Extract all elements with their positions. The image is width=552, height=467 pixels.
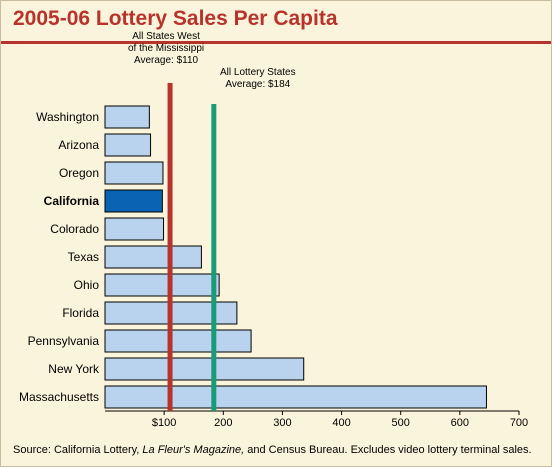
x-tick-label: $100 [152,417,176,429]
x-tick-label: 200 [214,417,232,429]
category-label: Washington [36,110,99,124]
bar [104,161,164,185]
category-label: Arizona [58,138,99,152]
x-tick-label: 300 [273,417,291,429]
reference-line [211,104,217,411]
x-tick-label: 700 [510,417,528,429]
category-label: Massachusetts [19,390,99,404]
title-rule [1,41,551,44]
category-label: California [44,194,100,208]
category-label: Colorado [50,222,99,236]
x-tick-label: 400 [332,417,350,429]
x-tick-label: 600 [451,417,469,429]
category-label: Texas [68,250,99,264]
bar-chart: Washington Arizona Oregon California Colorad… [19,31,528,429]
reference-line-label: All States West [132,31,200,42]
source-suffix: and Census Bureau. Excludes video lotter… [244,444,532,456]
category-label: Ohio [74,278,100,292]
reference-line-label: All Lottery States [220,67,296,78]
category-label: Pennsylvania [28,334,100,348]
source-note: Source: California Lottery, La Fleur's M… [13,444,552,456]
bar [104,245,202,269]
bar [104,105,150,129]
bar [104,357,305,381]
bar [104,385,487,409]
source-prefix: Source: California Lottery, [13,444,143,456]
bar [104,133,152,157]
category-label: Florida [62,306,99,320]
chart-title: 2005-06 Lottery Sales Per Capita [13,7,338,30]
bar [104,329,252,353]
source-italic: La Fleur's Magazine, [142,444,245,456]
category-label: Oregon [59,166,99,180]
x-tick-label: 500 [392,417,410,429]
category-label: New York [48,362,100,376]
bar [104,273,220,297]
bar [104,189,163,213]
reference-line-label: Average: $110 [134,55,199,66]
bar [104,217,165,241]
reference-line-label: of the Mississippi [128,43,204,54]
reference-line-label: Average: $184 [225,79,290,90]
reference-line [167,83,173,411]
